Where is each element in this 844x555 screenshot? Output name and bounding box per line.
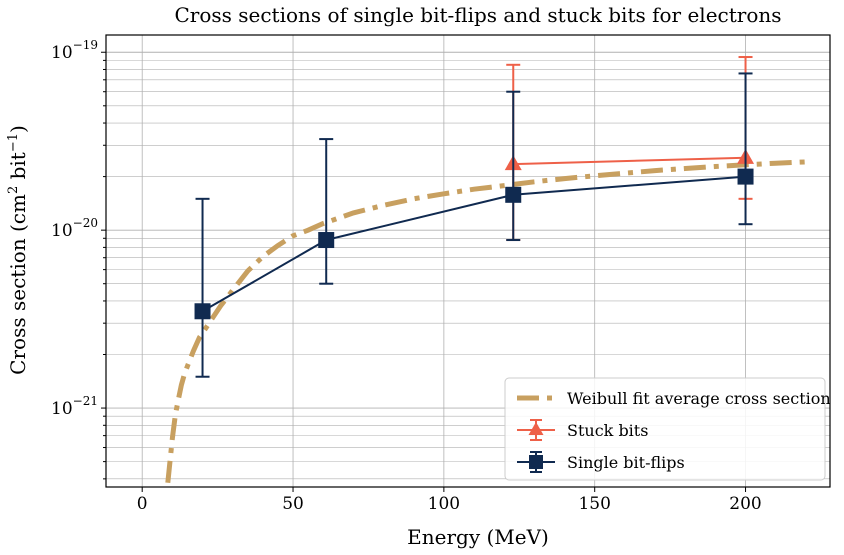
x-tick-label: 50 [282, 494, 304, 514]
plot-frame [105, 34, 831, 488]
data-point-square [194, 303, 211, 320]
y-tick-label: 10−19 [51, 38, 98, 63]
legend-label: Stuck bits [567, 421, 648, 440]
legend-marker-square [529, 455, 543, 469]
data-point-square [505, 186, 522, 203]
series-line [513, 156, 746, 166]
plot-series [165, 56, 807, 484]
legend-marker-triangle [528, 422, 544, 435]
weibull-fit-line [165, 159, 807, 484]
x-tick-label: 0 [137, 494, 148, 514]
series-line [202, 175, 746, 313]
legend-box [504, 377, 826, 481]
legend-label: Weibull fit average cross section [567, 389, 831, 408]
chart-title: Cross sections of single bit-flips and s… [174, 3, 781, 27]
y-axis-label: Cross section (cm2 bit−1) [6, 125, 30, 375]
x-tick-label: 150 [578, 494, 610, 514]
axis-ticks: 0 50 100 150 200 10−21 10−20 10−19 [51, 38, 762, 514]
data-point-square [318, 232, 335, 249]
y-tick-label: 10−21 [51, 394, 98, 419]
x-axis-label: Energy (MeV) [407, 525, 549, 549]
y-tick-label: 10−20 [51, 216, 98, 241]
data-point-square [737, 168, 754, 185]
legend: Weibull fit average cross section Stuck b… [504, 377, 831, 481]
series-stuck-bits [504, 56, 755, 242]
x-tick-label: 100 [428, 494, 460, 514]
series-single-bit-flips [194, 72, 754, 378]
grid [106, 35, 830, 487]
legend-label: Single bit-flips [567, 453, 685, 472]
series-weibull-fit-average-cross-section [165, 159, 807, 484]
x-tick-label: 200 [729, 494, 761, 514]
